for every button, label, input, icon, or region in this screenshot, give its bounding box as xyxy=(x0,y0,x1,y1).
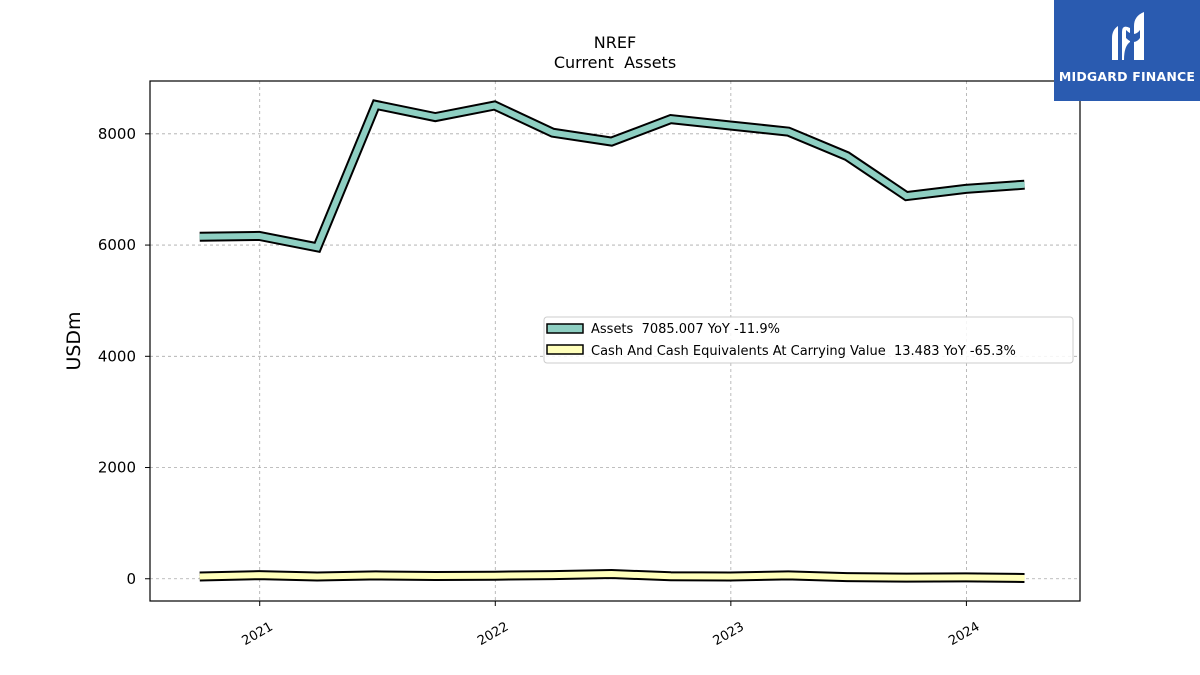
plot-frame xyxy=(149,80,1081,602)
data-point-1 xyxy=(965,576,967,578)
y-tick-label: 0 xyxy=(126,570,136,588)
legend-box xyxy=(543,316,1074,364)
data-point-0 xyxy=(434,116,436,118)
data-point-0 xyxy=(552,132,554,134)
data-point-0 xyxy=(494,104,496,106)
data-point-0 xyxy=(905,195,907,197)
y-tick-label: 4000 xyxy=(98,347,136,365)
data-point-0 xyxy=(670,118,672,120)
data-point-0 xyxy=(316,246,318,248)
brand-mark-icon xyxy=(1112,12,1144,61)
y-axis-label: USDm xyxy=(63,311,85,370)
data-point-1 xyxy=(199,576,201,578)
data-point-0 xyxy=(787,131,789,133)
legend-swatch-cash xyxy=(546,344,584,355)
data-point-1 xyxy=(258,574,260,576)
x-tick-label: 2024 xyxy=(946,619,982,649)
data-point-1 xyxy=(1023,577,1025,579)
data-point-0 xyxy=(258,235,260,237)
data-point-0 xyxy=(965,188,967,190)
y-tick-label: 8000 xyxy=(98,125,136,143)
data-point-1 xyxy=(316,576,318,578)
data-point-0 xyxy=(1023,184,1025,186)
data-point-1 xyxy=(729,576,731,578)
x-tick-label: 2022 xyxy=(475,619,511,649)
data-point-1 xyxy=(552,574,554,576)
chart-subtitle: Current Assets xyxy=(554,53,676,72)
x-axis: 2021 2022 2023 2024 xyxy=(240,601,982,649)
brand-logo: MIDGARD FINANCE xyxy=(1054,0,1200,101)
series-line-0 xyxy=(199,101,1025,251)
data-point-0 xyxy=(610,141,612,143)
data-point-1 xyxy=(375,574,377,576)
data-point-1 xyxy=(787,574,789,576)
data-point-1 xyxy=(846,576,848,578)
x-tick-label: 2021 xyxy=(240,619,276,649)
brand-name: MIDGARD FINANCE xyxy=(1058,69,1196,84)
legend: Assets 7085.007 YoY -11.9% Cash And Cash… xyxy=(543,316,1074,364)
legend-label-assets: Assets 7085.007 YoY -11.9% xyxy=(591,322,780,337)
data-point-0 xyxy=(846,155,848,157)
x-tick-label: 2023 xyxy=(711,619,747,649)
data-point-1 xyxy=(905,577,907,579)
data-point-0 xyxy=(375,104,377,106)
chart-title: NREF xyxy=(594,33,636,52)
series-layer xyxy=(199,99,1025,583)
legend-label-cash: Cash And Cash Equivalents At Carrying Va… xyxy=(591,344,1016,359)
data-point-1 xyxy=(434,575,436,577)
y-axis: 0 2000 4000 6000 8000 xyxy=(98,125,150,588)
legend-swatch-assets xyxy=(546,323,584,334)
data-point-1 xyxy=(610,573,612,575)
y-tick-label: 6000 xyxy=(98,236,136,254)
data-point-0 xyxy=(729,124,731,126)
data-point-0 xyxy=(199,236,201,238)
y-tick-label: 2000 xyxy=(98,459,136,477)
data-point-1 xyxy=(670,575,672,577)
data-point-1 xyxy=(494,575,496,577)
